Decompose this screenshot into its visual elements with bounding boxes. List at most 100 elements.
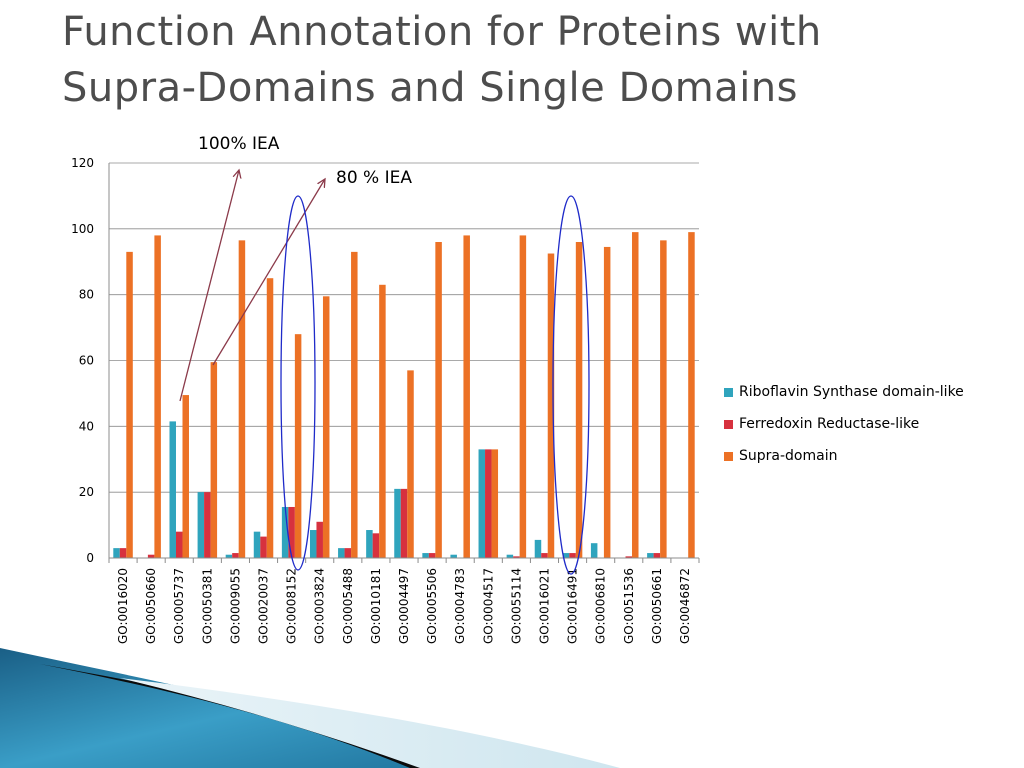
bar-riboflavin — [169, 421, 176, 558]
bar-riboflavin — [338, 548, 345, 558]
bar-ferredoxin — [204, 492, 211, 558]
x-tick-label: GO:0004497 — [397, 568, 411, 644]
bar-ferredoxin — [625, 556, 633, 558]
bar-riboflavin — [113, 548, 120, 558]
x-tick-label: GO:0055114 — [509, 568, 523, 644]
bar-supra — [435, 242, 442, 558]
bar-riboflavin — [253, 531, 261, 558]
x-tick-label: GO:0050661 — [650, 568, 664, 644]
bar-supra — [547, 253, 555, 559]
x-tick-label: GO:0010181 — [369, 568, 383, 644]
legend-item-ferredoxin: Ferredoxin Reductase-like — [724, 408, 964, 440]
bar-ferredoxin — [653, 553, 661, 558]
legend-swatch-ferredoxin — [724, 419, 733, 429]
annotations-overlay — [179, 170, 590, 575]
x-tick-label: GO:0016491 — [566, 568, 580, 644]
x-tick-label: GO:0020037 — [257, 568, 271, 644]
x-tick-label: GO:0004783 — [453, 568, 467, 644]
legend-swatch-supra — [724, 451, 733, 461]
x-tick-label: GO:0016021 — [537, 568, 551, 644]
bar-supra — [294, 334, 302, 558]
bar-riboflavin — [562, 553, 570, 558]
bar-supra — [407, 370, 414, 558]
bar-riboflavin — [281, 506, 289, 558]
x-tick-label: GO:0050381 — [200, 568, 214, 644]
bar-riboflavin — [366, 530, 373, 558]
arrow-100-iea — [179, 170, 239, 402]
bar-ferredoxin — [541, 553, 548, 558]
x-tick-label: GO:0004517 — [481, 568, 495, 644]
bar-riboflavin — [309, 530, 317, 558]
y-tick-label: 0 — [86, 551, 94, 565]
y-tick-labels: 0 20 40 60 80 100 120 — [71, 156, 94, 565]
bar-ferredoxin — [428, 553, 436, 558]
bar-supra — [238, 240, 246, 558]
bar-riboflavin — [450, 554, 457, 558]
x-tick-label: GO:0009055 — [228, 568, 242, 644]
legend-label-supra: Supra-domain — [739, 448, 838, 464]
bar-supra — [266, 278, 274, 558]
y-tick-label: 100 — [71, 222, 94, 236]
bar-supra — [210, 362, 218, 558]
x-tick-label: GO:0050660 — [144, 568, 158, 644]
bar-riboflavin — [394, 488, 401, 558]
slide-title-line-2: Supra-Domains and Single Domains — [62, 65, 798, 111]
x-tick-label: GO:0016020 — [116, 568, 130, 644]
axes — [108, 163, 700, 563]
bar-ferredoxin — [344, 548, 352, 558]
annotation-80-iea: 80 % IEA — [336, 168, 412, 188]
legend-swatch-riboflavin — [724, 387, 733, 397]
bar-supra — [126, 251, 133, 558]
bar-ferredoxin — [569, 553, 576, 558]
bar-supra — [182, 395, 189, 558]
x-tick-label: GO:0051536 — [622, 568, 636, 644]
bar-riboflavin — [647, 553, 654, 558]
bar-ferredoxin — [232, 553, 239, 558]
bar-riboflavin — [422, 553, 429, 558]
bar-supra — [463, 235, 470, 558]
y-tick-label: 40 — [79, 419, 94, 433]
bar-ferredoxin — [372, 533, 380, 558]
bar-supra — [632, 232, 639, 558]
slide-title-line-1: Function Annotation for Proteins with — [62, 9, 822, 55]
bar-ferredoxin — [513, 556, 520, 558]
x-tick-label: GO:0003824 — [313, 568, 327, 644]
bar-supra — [660, 240, 667, 558]
y-tick-label: 20 — [79, 485, 94, 499]
slide-title: Function Annotation for Proteins with Su… — [62, 4, 1002, 116]
bar-ferredoxin — [400, 488, 408, 558]
bar-ferredoxin — [288, 506, 295, 558]
bar-supra — [519, 235, 527, 558]
bar-supra — [688, 232, 695, 558]
highlight-ellipse-go0008152 — [280, 195, 316, 571]
bar-ferredoxin — [147, 554, 155, 558]
x-tick-label: GO:0005506 — [425, 568, 439, 644]
bar-riboflavin — [197, 492, 205, 558]
bar-riboflavin — [225, 554, 233, 558]
bar-riboflavin — [534, 539, 542, 558]
arrow-80-iea — [212, 179, 325, 366]
x-tick-label: GO:0005488 — [341, 568, 355, 644]
x-tick-label: GO:0006810 — [594, 568, 608, 644]
legend-label-ferredoxin: Ferredoxin Reductase-like — [739, 416, 920, 432]
legend-label-riboflavin: Riboflavin Synthase domain-like — [739, 384, 964, 400]
x-tick-label: GO:0008152 — [285, 568, 299, 644]
bar-ferredoxin — [316, 521, 323, 558]
y-tick-label: 120 — [71, 156, 94, 170]
highlight-ellipse-go0016491 — [552, 195, 590, 575]
bar-supra — [154, 235, 161, 558]
bar-supra — [575, 242, 583, 558]
bar-riboflavin — [590, 543, 598, 558]
bar-supra — [322, 296, 330, 558]
bar-ferredoxin — [119, 548, 127, 558]
bar-supra — [603, 246, 611, 558]
bar-ferredoxin — [260, 536, 267, 558]
bar-supra — [379, 284, 386, 558]
y-tick-label: 60 — [79, 354, 94, 368]
annotation-100-iea: 100% IEA — [198, 134, 280, 154]
x-tick-label: GO:0005737 — [172, 568, 186, 644]
legend-item-riboflavin: Riboflavin Synthase domain-like — [724, 376, 964, 408]
bar-riboflavin — [506, 554, 514, 558]
x-tick-labels: GO:0016020 GO:0050660 GO:0005737 GO:0050381… — [116, 568, 692, 644]
bar-ferredoxin — [175, 531, 183, 558]
